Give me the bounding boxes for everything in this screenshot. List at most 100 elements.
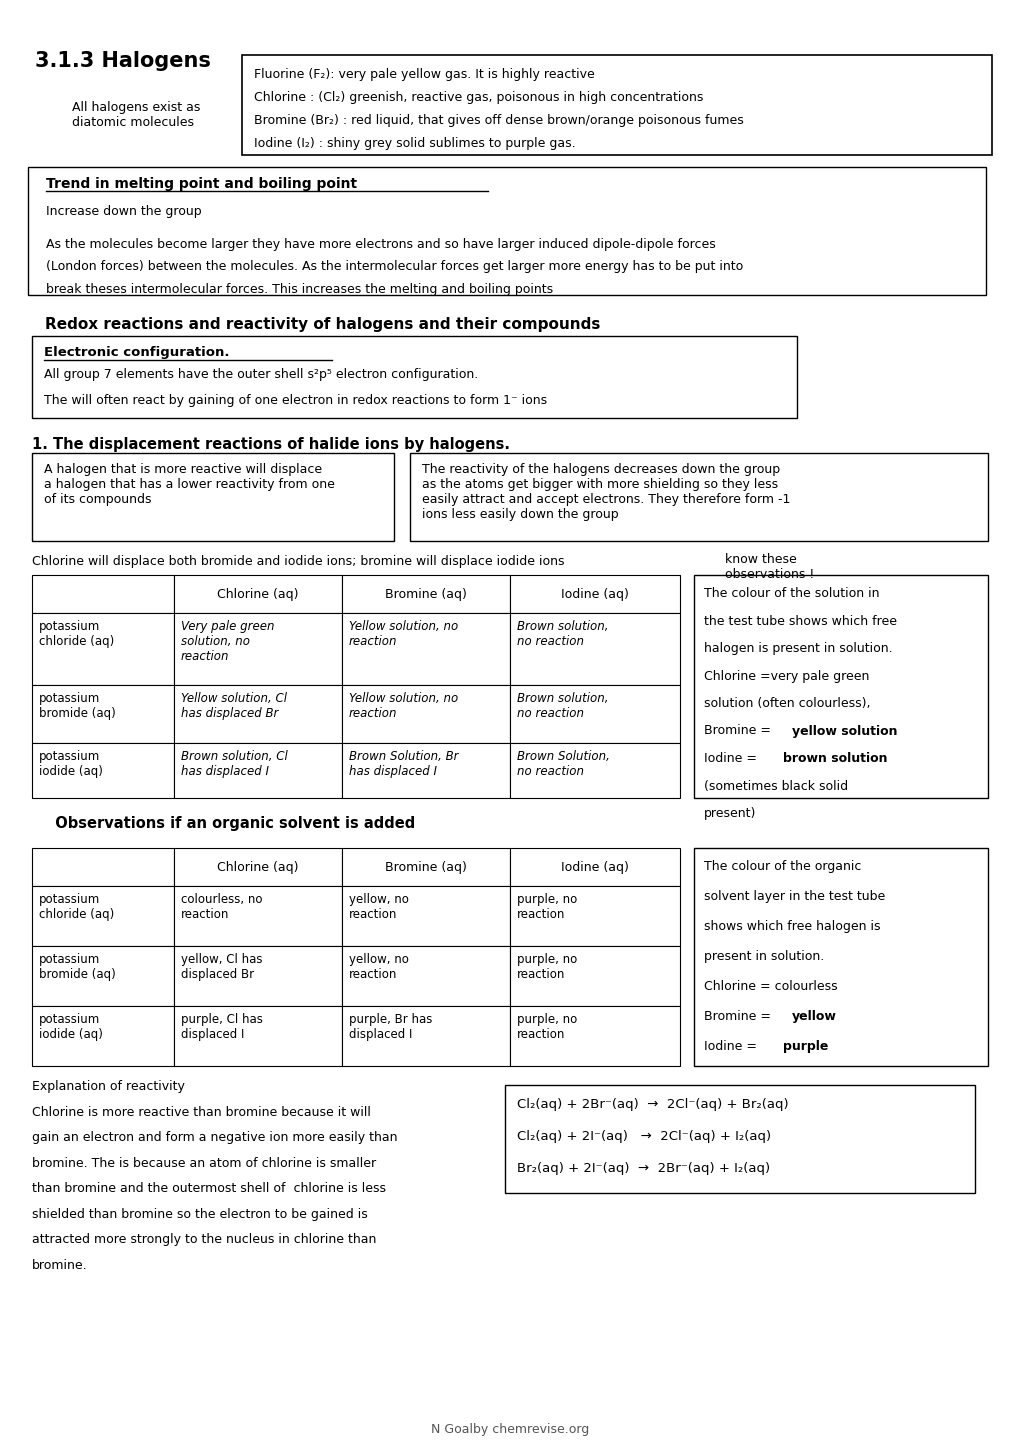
Text: Chlorine (aq): Chlorine (aq) (217, 860, 299, 873)
Bar (341, 743, 510, 798)
Bar (32, 336, 796, 418)
Text: Increase down the group: Increase down the group (46, 205, 202, 218)
Bar (174, 685, 341, 743)
Bar (341, 574, 510, 613)
Text: N Goalby chemrevise.org: N Goalby chemrevise.org (430, 1423, 589, 1436)
Text: Yellow solution, no
reaction: Yellow solution, no reaction (348, 620, 458, 648)
Text: Chlorine : (Cl₂) greenish, reactive gas, poisonous in high concentrations: Chlorine : (Cl₂) greenish, reactive gas,… (254, 91, 703, 104)
Text: 1. The displacement reactions of halide ions by halogens.: 1. The displacement reactions of halide … (32, 437, 509, 452)
Text: solvent layer in the test tube: solvent layer in the test tube (703, 890, 884, 903)
Text: purple, no
reaction: purple, no reaction (517, 1013, 577, 1040)
Text: the test tube shows which free: the test tube shows which free (703, 615, 896, 628)
Bar (693, 574, 987, 798)
Bar (174, 743, 341, 798)
Text: potassium
chloride (aq): potassium chloride (aq) (39, 620, 114, 648)
Text: Yellow solution, Cl
has displaced Br: Yellow solution, Cl has displaced Br (180, 693, 286, 720)
Bar (341, 848, 510, 886)
Text: Iodine (aq): Iodine (aq) (560, 860, 629, 873)
Text: (London forces) between the molecules. As the intermolecular forces get larger m: (London forces) between the molecules. A… (46, 260, 743, 273)
Text: Fluorine (F₂): very pale yellow gas. It is highly reactive: Fluorine (F₂): very pale yellow gas. It … (254, 68, 594, 81)
Text: potassium
iodide (aq): potassium iodide (aq) (39, 750, 103, 778)
Text: Electronic configuration.: Electronic configuration. (44, 346, 229, 359)
Text: Chlorine (aq): Chlorine (aq) (217, 587, 299, 600)
Text: potassium
iodide (aq): potassium iodide (aq) (39, 1013, 103, 1040)
Bar (32, 848, 174, 886)
Text: purple: purple (783, 1040, 827, 1053)
Text: Redox reactions and reactivity of halogens and their compounds: Redox reactions and reactivity of haloge… (45, 317, 600, 332)
Text: Very pale green
solution, no
reaction: Very pale green solution, no reaction (180, 620, 274, 662)
Text: All halogens exist as
diatomic molecules: All halogens exist as diatomic molecules (72, 101, 200, 128)
Text: Chlorine = colourless: Chlorine = colourless (703, 980, 837, 993)
Text: bromine. The is because an atom of chlorine is smaller: bromine. The is because an atom of chlor… (32, 1157, 376, 1170)
Text: Iodine (I₂) : shiny grey solid sublimes to purple gas.: Iodine (I₂) : shiny grey solid sublimes … (254, 137, 575, 150)
Text: yellow: yellow (791, 1010, 836, 1023)
Text: Chlorine =very pale green: Chlorine =very pale green (703, 670, 868, 683)
Text: present in solution.: present in solution. (703, 949, 823, 962)
Text: 3.1.3 Halogens: 3.1.3 Halogens (35, 51, 211, 71)
Text: Observations if an organic solvent is added: Observations if an organic solvent is ad… (45, 815, 415, 831)
Bar (510, 1006, 680, 1066)
Text: halogen is present in solution.: halogen is present in solution. (703, 642, 892, 655)
Bar (174, 886, 341, 947)
Text: Iodine =: Iodine = (703, 1040, 760, 1053)
Text: bromine.: bromine. (32, 1258, 88, 1271)
Bar (32, 743, 174, 798)
Bar (410, 453, 987, 541)
Text: solution (often colourless),: solution (often colourless), (703, 697, 869, 710)
Text: Bromine (aq): Bromine (aq) (385, 587, 467, 600)
Text: Cl₂(aq) + 2I⁻(aq)   →  2Cl⁻(aq) + I₂(aq): Cl₂(aq) + 2I⁻(aq) → 2Cl⁻(aq) + I₂(aq) (517, 1130, 770, 1143)
Text: purple, Br has
displaced I: purple, Br has displaced I (348, 1013, 432, 1040)
Bar (341, 613, 510, 685)
Text: gain an electron and form a negative ion more easily than: gain an electron and form a negative ion… (32, 1131, 397, 1144)
Text: The will often react by gaining of one electron in redox reactions to form 1⁻ io: The will often react by gaining of one e… (44, 394, 546, 407)
Bar (174, 613, 341, 685)
Bar (510, 743, 680, 798)
Text: All group 7 elements have the outer shell s²p⁵ electron configuration.: All group 7 elements have the outer shel… (44, 368, 478, 381)
Text: Br₂(aq) + 2I⁻(aq)  →  2Br⁻(aq) + I₂(aq): Br₂(aq) + 2I⁻(aq) → 2Br⁻(aq) + I₂(aq) (517, 1162, 769, 1175)
Text: Trend in melting point and boiling point: Trend in melting point and boiling point (46, 177, 357, 190)
Text: Iodine (aq): Iodine (aq) (560, 587, 629, 600)
Text: Bromine =: Bromine = (703, 724, 774, 737)
Text: purple, Cl has
displaced I: purple, Cl has displaced I (180, 1013, 263, 1040)
Text: Chlorine will displace both bromide and iodide ions; bromine will displace iodid: Chlorine will displace both bromide and … (32, 556, 564, 569)
Bar (341, 1006, 510, 1066)
Text: present): present) (703, 807, 756, 820)
Text: break theses intermolecular forces. This increases the melting and boiling point: break theses intermolecular forces. This… (46, 283, 552, 296)
Bar (510, 848, 680, 886)
Bar (510, 613, 680, 685)
Text: Iodine =: Iodine = (703, 752, 760, 765)
Bar (28, 167, 985, 294)
Text: Yellow solution, no
reaction: Yellow solution, no reaction (348, 693, 458, 720)
Bar (32, 685, 174, 743)
Text: A halogen that is more reactive will displace
a halogen that has a lower reactiv: A halogen that is more reactive will dis… (44, 463, 334, 506)
Text: know these
observations !: know these observations ! (725, 553, 813, 582)
Bar (510, 886, 680, 947)
Text: Bromine =: Bromine = (703, 1010, 774, 1023)
Bar (693, 848, 987, 1066)
Text: Cl₂(aq) + 2Br⁻(aq)  →  2Cl⁻(aq) + Br₂(aq): Cl₂(aq) + 2Br⁻(aq) → 2Cl⁻(aq) + Br₂(aq) (517, 1098, 788, 1111)
Bar (510, 947, 680, 1006)
Text: The reactivity of the halogens decreases down the group
as the atoms get bigger : The reactivity of the halogens decreases… (422, 463, 790, 521)
Text: Brown Solution,
no reaction: Brown Solution, no reaction (517, 750, 609, 778)
Text: purple, no
reaction: purple, no reaction (517, 952, 577, 981)
Text: Brown solution,
no reaction: Brown solution, no reaction (517, 620, 608, 648)
Text: potassium
chloride (aq): potassium chloride (aq) (39, 893, 114, 921)
Bar (341, 685, 510, 743)
Bar (32, 613, 174, 685)
Bar (510, 574, 680, 613)
Text: shows which free halogen is: shows which free halogen is (703, 921, 879, 934)
Bar (32, 574, 174, 613)
Text: yellow solution: yellow solution (791, 724, 897, 737)
Text: (sometimes black solid: (sometimes black solid (703, 779, 847, 792)
Text: Bromine (aq): Bromine (aq) (385, 860, 467, 873)
Bar (32, 453, 393, 541)
Text: Explanation of reactivity: Explanation of reactivity (32, 1079, 184, 1092)
Text: Brown solution, Cl
has displaced I: Brown solution, Cl has displaced I (180, 750, 287, 778)
Text: Bromine (Br₂) : red liquid, that gives off dense brown/orange poisonous fumes: Bromine (Br₂) : red liquid, that gives o… (254, 114, 743, 127)
Bar (341, 886, 510, 947)
Bar (174, 947, 341, 1006)
Bar (32, 1006, 174, 1066)
Text: Brown Solution, Br
has displaced I: Brown Solution, Br has displaced I (348, 750, 459, 778)
Text: potassium
bromide (aq): potassium bromide (aq) (39, 693, 115, 720)
Text: brown solution: brown solution (783, 752, 887, 765)
